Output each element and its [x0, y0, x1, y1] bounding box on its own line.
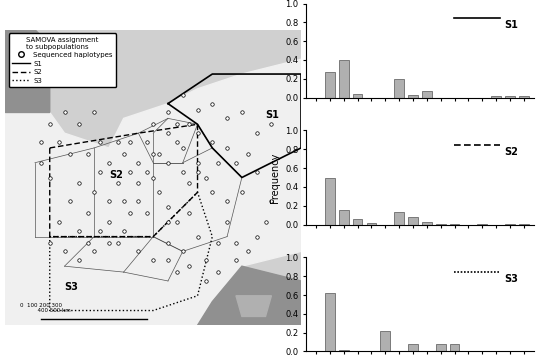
- Point: [310, 142, 317, 147]
- Bar: [505, 96, 515, 98]
- Bar: [367, 223, 376, 224]
- Bar: [353, 219, 362, 224]
- Bar: [422, 91, 432, 98]
- Point: [308, 16, 314, 20]
- Text: S3: S3: [65, 282, 78, 292]
- Bar: [436, 344, 446, 351]
- Polygon shape: [236, 296, 272, 316]
- Bar: [325, 293, 335, 351]
- Bar: [519, 96, 529, 98]
- Polygon shape: [5, 59, 301, 325]
- Bar: [394, 79, 404, 98]
- Bar: [339, 350, 349, 351]
- Polygon shape: [5, 30, 50, 59]
- Polygon shape: [197, 266, 301, 325]
- Bar: [422, 222, 432, 224]
- Bar: [450, 344, 459, 351]
- Text: S3: S3: [504, 274, 518, 284]
- Bar: [339, 60, 349, 98]
- Point: [308, 269, 314, 274]
- Text: S2: S2: [109, 169, 123, 180]
- Bar: [394, 212, 404, 224]
- Point: [308, 142, 314, 147]
- Bar: [339, 211, 349, 224]
- Polygon shape: [5, 59, 50, 113]
- Text: S1: S1: [504, 21, 518, 31]
- Bar: [325, 72, 335, 98]
- Y-axis label: Frequency: Frequency: [270, 152, 280, 203]
- Bar: [408, 95, 418, 98]
- Text: 0  100 200 300
          400 500 km: 0 100 200 300 400 500 km: [20, 303, 71, 313]
- Point: [310, 16, 317, 20]
- Bar: [408, 217, 418, 224]
- Bar: [381, 331, 390, 351]
- Text: S2: S2: [504, 147, 518, 157]
- Bar: [492, 96, 501, 98]
- Bar: [353, 94, 362, 98]
- Point: [310, 269, 317, 274]
- Text: S1: S1: [266, 110, 279, 120]
- Legend: Sequenced haplotypes, S1, S2, S3: Sequenced haplotypes, S1, S2, S3: [9, 33, 116, 87]
- Bar: [408, 344, 418, 351]
- Bar: [325, 178, 335, 224]
